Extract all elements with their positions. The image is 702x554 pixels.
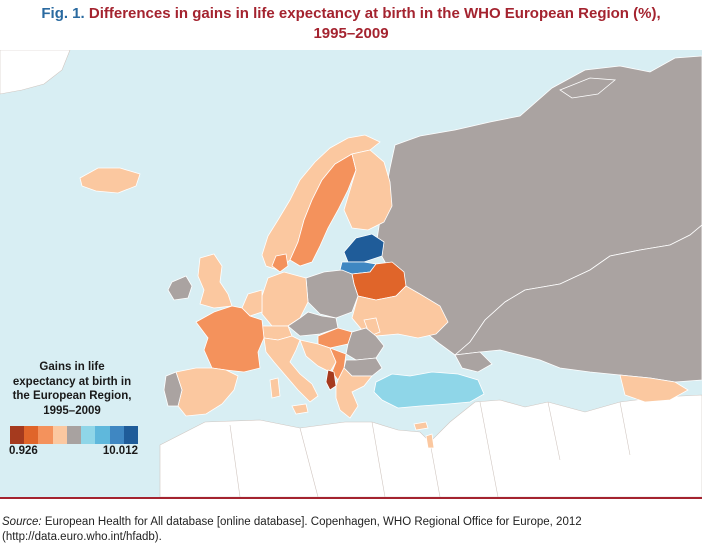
legend-range: 0.926 10.012	[9, 445, 138, 457]
spain	[175, 367, 239, 417]
benelux	[241, 289, 263, 317]
legend-title: Gains in life expectancy at birth in the…	[2, 360, 142, 418]
central-europe	[287, 311, 339, 337]
legend-color-scale	[10, 426, 138, 444]
map-legend: Gains in life expectancy at birth in the…	[2, 360, 142, 457]
france	[195, 305, 265, 373]
portugal	[163, 371, 183, 407]
kazakhstan	[453, 224, 702, 383]
source-line1: Source: European Health for All database…	[2, 515, 702, 530]
africa-borders	[229, 401, 631, 497]
legend-max-label: 10.012	[102, 445, 138, 457]
footer-divider	[0, 497, 702, 499]
legend-title-line1: Gains in life	[39, 361, 105, 373]
figure-title: Fig. 1. Differences in gains in life exp…	[0, 4, 702, 44]
legend-swatch-9	[123, 426, 138, 444]
map-svg	[0, 50, 702, 497]
sicily	[291, 403, 309, 415]
legend-title-line4: 1995–2009	[43, 404, 101, 417]
denmark	[271, 253, 289, 273]
sardinia	[269, 377, 281, 399]
legend-swatch-3	[38, 426, 53, 444]
romania	[345, 327, 385, 361]
europe-map	[0, 50, 702, 497]
albania	[325, 369, 337, 391]
legend-min-label: 0.926	[9, 445, 38, 457]
legend-swatch-7	[95, 426, 110, 444]
legend-swatch-5	[66, 426, 82, 444]
legend-swatch-8	[109, 426, 124, 444]
greece	[335, 367, 373, 419]
israel	[425, 433, 435, 449]
central-asia-south	[619, 374, 689, 403]
united-kingdom	[197, 253, 233, 309]
arctic-islands	[559, 77, 617, 99]
baltics-north	[343, 233, 385, 263]
legend-swatch-1	[10, 426, 25, 444]
poland	[305, 269, 359, 319]
source-label: Source:	[2, 516, 42, 528]
legend-swatch-4	[52, 426, 67, 444]
cyprus	[413, 421, 429, 431]
greenland	[0, 50, 71, 95]
italy	[263, 335, 319, 403]
ireland	[167, 275, 193, 301]
balkans-west	[299, 339, 337, 373]
figure-title-line2: 1995–2009	[313, 25, 389, 42]
legend-swatch-6	[81, 426, 96, 444]
iceland	[79, 167, 141, 194]
source-note: Source: European Health for All database…	[2, 515, 702, 545]
source-text: European Health for All database [online…	[41, 516, 582, 528]
figure-title-line1: Fig. 1. Differences in gains in life exp…	[0, 4, 702, 24]
figure-title-text: Differences in gains in life expectancy …	[88, 5, 661, 22]
legend-swatch-2	[24, 426, 39, 444]
turkey	[373, 371, 485, 409]
finland	[343, 149, 393, 231]
source-line2: (http://data.euro.who.int/hfadb).	[2, 531, 162, 543]
legend-title-line3: the European Region,	[12, 390, 132, 402]
caucasus	[454, 351, 493, 373]
legend-title-line2: expectancy at birth in	[12, 375, 132, 388]
figure-label: Fig. 1.	[41, 5, 85, 22]
